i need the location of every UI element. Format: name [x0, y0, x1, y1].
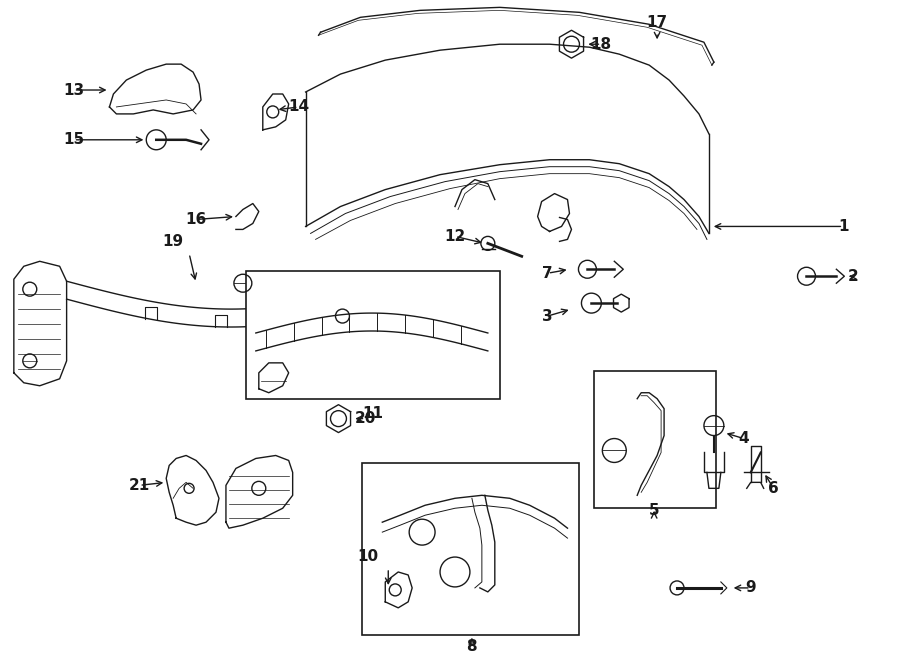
Text: 14: 14 — [288, 99, 310, 114]
Text: 11: 11 — [362, 406, 382, 420]
Text: 21: 21 — [129, 478, 150, 493]
Text: 4: 4 — [738, 431, 749, 446]
Text: 1: 1 — [838, 219, 849, 234]
Text: 5: 5 — [649, 503, 660, 518]
Text: 12: 12 — [445, 229, 465, 244]
Text: 19: 19 — [163, 235, 184, 249]
Text: 18: 18 — [590, 37, 612, 52]
Text: 7: 7 — [543, 266, 553, 281]
Text: 16: 16 — [185, 212, 207, 227]
Bar — [594, 371, 716, 508]
Text: 17: 17 — [646, 15, 668, 30]
Bar — [363, 463, 580, 635]
Text: 8: 8 — [466, 639, 477, 654]
Text: 9: 9 — [745, 580, 756, 596]
Bar — [246, 271, 500, 399]
Text: 2: 2 — [848, 269, 859, 284]
Text: 3: 3 — [543, 309, 553, 324]
Text: 10: 10 — [357, 549, 378, 564]
Text: 15: 15 — [63, 132, 85, 147]
Text: 20: 20 — [355, 411, 376, 426]
Text: 6: 6 — [769, 481, 779, 496]
Text: 13: 13 — [63, 83, 85, 98]
